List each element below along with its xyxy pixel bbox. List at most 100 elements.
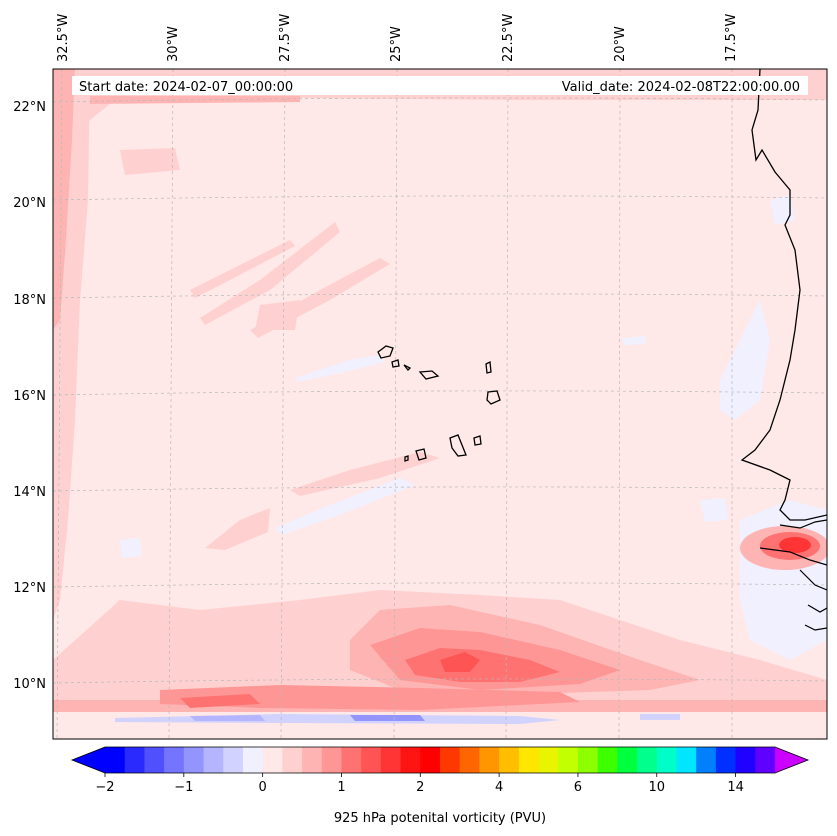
coastline: [759, 547, 827, 566]
island: [486, 390, 501, 405]
colorbar-tick-label: 0: [259, 780, 267, 795]
colorbar-cell: [577, 747, 599, 773]
island: [377, 345, 394, 359]
colorbar-cell: [518, 747, 540, 773]
coastline: [804, 624, 827, 631]
colorbar-cell: [164, 747, 185, 773]
colorbar-cell: [262, 747, 283, 773]
colorbar-cell: [361, 747, 382, 773]
latitude-labels: 22°N 20°N 18°N 16°N 14°N 12°N 10°N: [13, 100, 46, 692]
lat-label: 16°N: [13, 389, 46, 404]
pv-contour: [700, 498, 728, 522]
lat-label: 10°N: [13, 677, 46, 692]
colorbar-cell: [499, 747, 520, 773]
colorbar-cell: [144, 747, 165, 773]
pv-contour: [440, 652, 480, 672]
colorbar-cell: [400, 747, 421, 773]
island: [415, 448, 427, 461]
colorbar-cell: [715, 747, 737, 773]
pv-contour: [275, 478, 415, 535]
pv-contour: [190, 240, 295, 298]
pv-contour: [53, 69, 75, 330]
colorbar-cells: [105, 747, 776, 773]
lat-label: 20°N: [13, 196, 46, 211]
pv-contour: [120, 538, 142, 558]
pv-field: [53, 69, 827, 739]
cape-verde-islands: [377, 345, 501, 462]
island: [391, 359, 400, 368]
colorbar-cell: [321, 747, 342, 773]
colorbar-tick-label: 10: [648, 780, 665, 795]
colorbar-cell: [183, 747, 205, 773]
pv-contour: [55, 505, 68, 545]
longitude-labels: 32.5°W 30°W 27.5°W 25°W 22.5°W 20°W 17.5…: [56, 14, 739, 62]
lon-label: 32.5°W: [56, 14, 71, 62]
colorbar-cell: [479, 747, 500, 773]
pv-contour: [290, 452, 440, 496]
pv-contour: [640, 714, 680, 720]
colorbar-cell: [302, 747, 323, 773]
colorbar-over-arrow: [775, 747, 808, 773]
valid-date: Valid_date: 2024-02-08T22:00:00.00: [562, 80, 800, 95]
coastline: [740, 69, 827, 521]
lat-label: 14°N: [13, 485, 46, 500]
colorbar-tick-label: −1: [174, 780, 193, 795]
colorbar-cell: [696, 747, 717, 773]
pv-contour: [779, 537, 811, 553]
coastline: [799, 569, 827, 591]
colorbar-cell: [440, 747, 461, 773]
lon-label: 17.5°W: [724, 14, 739, 62]
colorbar: −2 −1 0 1 2 4 6 10 14 925 hPa potenital vorticit…: [70, 746, 810, 826]
colorbar-tick-label: 4: [495, 780, 503, 795]
island: [449, 434, 467, 457]
pv-contour: [180, 694, 260, 708]
colorbar-cell: [380, 747, 402, 773]
colorbar-cell: [656, 747, 677, 773]
lon-label: 30°W: [166, 26, 181, 62]
colorbar-tick-label: 1: [337, 780, 345, 795]
graticule: [53, 69, 827, 739]
date-info-box: [72, 76, 808, 95]
map-frame: [52, 68, 828, 740]
lat-label: 12°N: [13, 581, 46, 596]
colorbar-label: 925 hPa potenital vorticity (PVU): [334, 811, 546, 826]
pv-contour: [255, 300, 300, 330]
colorbar-cell: [420, 747, 441, 773]
island: [404, 455, 409, 462]
colorbar-cell: [105, 747, 126, 773]
pv-contour: [740, 500, 827, 660]
start-date: Start date: 2024-02-07_00:00:00: [79, 80, 293, 95]
island: [485, 360, 492, 374]
colorbar-under-arrow: [72, 747, 105, 773]
colorbar-cell: [124, 747, 145, 773]
colorbar-cell: [558, 747, 579, 773]
island: [403, 364, 412, 371]
colorbar-cell: [676, 747, 697, 773]
pv-contour: [720, 300, 770, 420]
colorbar-cell: [637, 747, 658, 773]
colorbar-cell: [617, 747, 638, 773]
pv-contour: [120, 148, 180, 175]
island: [473, 435, 482, 446]
pv-contour: [405, 648, 560, 682]
pv-contour: [90, 96, 300, 104]
pv-contour: [205, 508, 270, 550]
lat-label: 18°N: [13, 293, 46, 308]
pv-contour: [350, 715, 425, 721]
coastline: [779, 519, 827, 529]
colorbar-cell: [203, 747, 224, 773]
lon-label: 20°W: [613, 26, 628, 62]
colorbar-cell: [282, 747, 303, 773]
lon-label: 22.5°W: [501, 14, 516, 62]
pv-contour: [362, 357, 374, 363]
lat-label: 22°N: [13, 100, 46, 115]
colorbar-cell: [341, 747, 362, 773]
lon-label: 27.5°W: [278, 14, 293, 62]
pv-contour: [200, 222, 340, 325]
colorbar-cell: [597, 747, 618, 773]
colorbar-cell: [538, 747, 559, 773]
colorbar-cell: [223, 747, 244, 773]
colorbar-tick-label: 6: [574, 780, 582, 795]
coastline: [807, 604, 827, 613]
